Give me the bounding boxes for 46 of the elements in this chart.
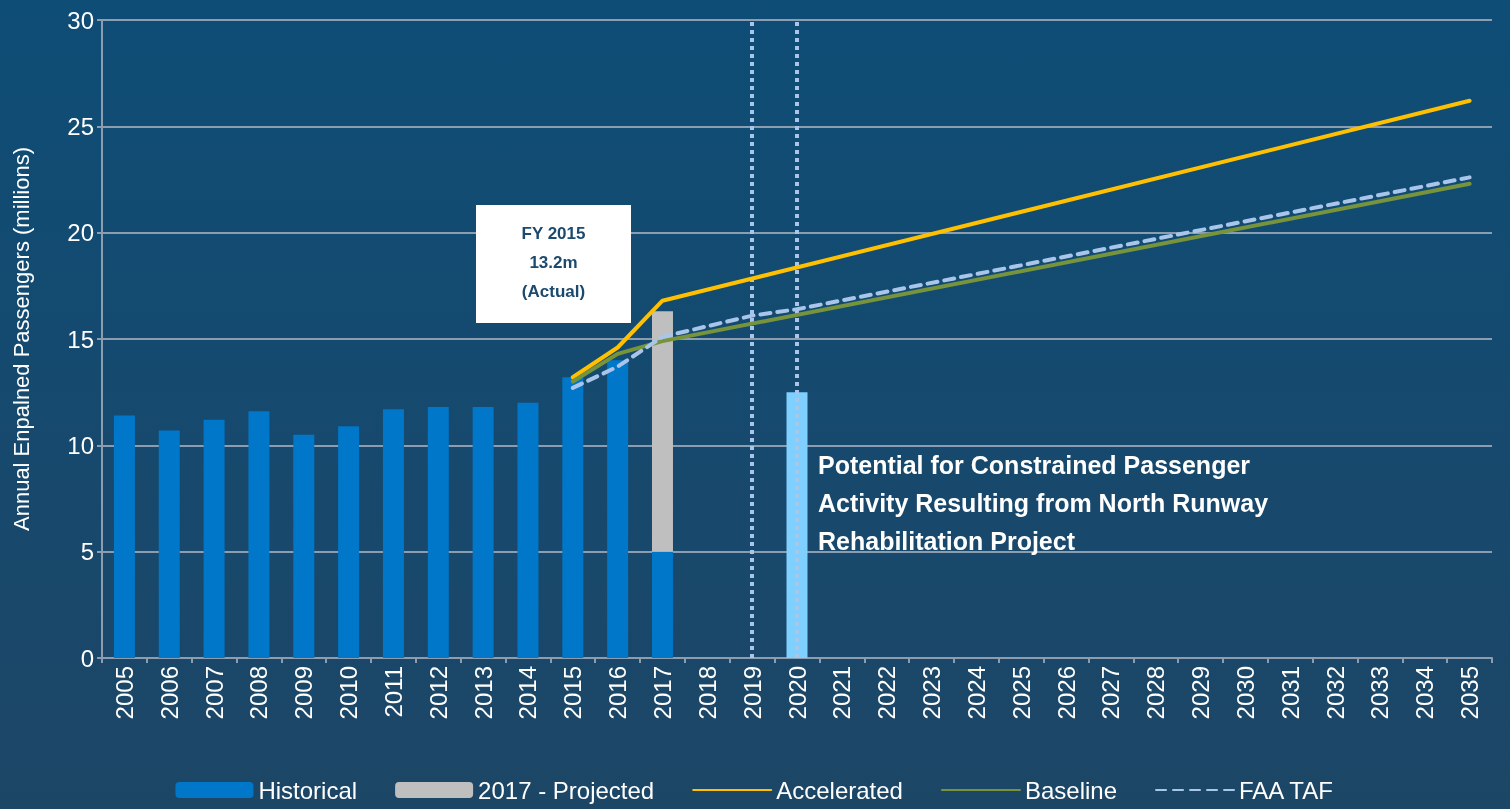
x-tick-label: 2027 [1097,666,1125,720]
x-tick-label: 2010 [335,666,363,720]
x-tick-label: 2012 [424,666,452,720]
x-tick-label: 2021 [828,666,856,720]
legend-label: FAA TAF [1239,776,1333,804]
y-tick-label: 20 [67,219,94,247]
note-box: FY 2015 13.2m (Actual) [476,205,631,323]
x-tick-label: 2031 [1276,666,1304,720]
y-tick-label: 0 [80,644,94,672]
x-tick-label: 2005 [110,666,138,720]
x-tick-label: 2022 [873,666,901,720]
y-tick-label: 25 [67,112,94,140]
legend-label: Baseline [1024,776,1118,804]
x-tick-label: 2018 [693,666,721,720]
x-tick-label: 2033 [1366,666,1394,720]
legend-label: 2017 - Projected [478,776,655,804]
x-tick-label: 2023 [918,666,946,720]
x-tick-label: 2032 [1321,666,1349,720]
y-axis-title: Annual Enpalned Passengers (millions) [8,147,34,531]
y-tick-label: 5 [80,538,94,566]
x-tick-label: 2034 [1411,666,1439,720]
x-tick-label: 2020 [783,666,811,720]
x-tick-label: 2011 [379,666,407,718]
y-tick-label: 10 [67,431,94,459]
x-tick-label: 2029 [1187,666,1215,720]
x-tick-label: 2015 [559,666,587,720]
legend-label: Accelerated [776,776,903,804]
legend-label: Historical [258,776,358,804]
x-tick-label: 2008 [245,666,273,720]
annotation: Potential for Constrained Passenger Activity Resulting from North Runway Rehabilitation Project [818,451,1269,555]
x-tick-label: 2017 [648,666,676,720]
x-tick-label: 2024 [962,666,990,720]
x-tick-label: 2025 [1007,666,1035,720]
x-tick-label: 2007 [200,666,228,720]
x-tick-label: 2013 [469,666,497,720]
x-tick-label: 2028 [1142,666,1170,720]
x-tick-label: 2026 [1052,666,1080,720]
x-tick-label: 2019 [738,666,766,720]
x-tick-label: 2009 [290,666,318,720]
x-tick-label: 2035 [1456,666,1484,720]
x-tick-label: 2016 [604,666,632,720]
x-tick-label: 2030 [1231,666,1259,720]
y-tick-label: 15 [67,325,94,353]
x-tick-label: 2014 [514,666,542,720]
y-tick-label: 30 [67,6,94,34]
x-tick-label: 2006 [155,666,183,720]
